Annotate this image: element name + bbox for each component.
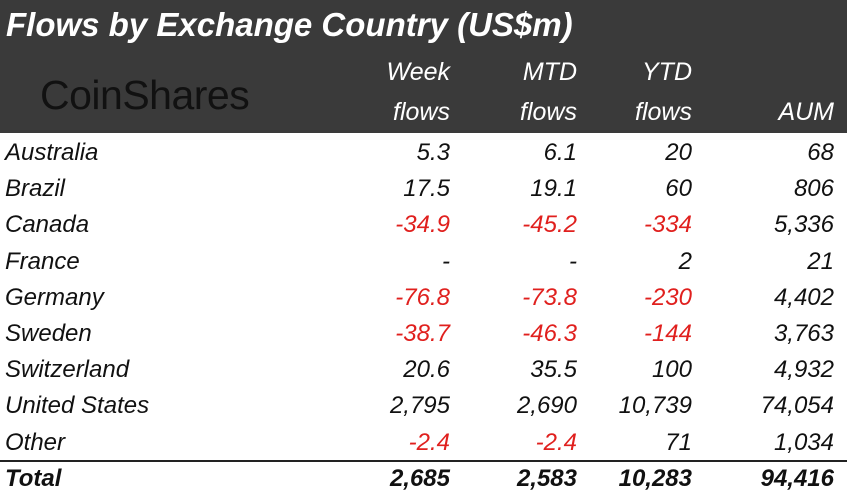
ytd-value: 100 [651, 356, 692, 384]
total-aum: 94,416 [760, 465, 834, 492]
table-row: Switzerland 20.6 35.5 100 4,932 [0, 352, 847, 388]
country-label: Germany [5, 283, 104, 311]
total-label: Total [5, 465, 62, 492]
week-value: - [442, 247, 450, 275]
ytd-value: 10,739 [618, 392, 692, 420]
total-week: 2,685 [389, 465, 450, 492]
table-row: United States 2,795 2,690 10,739 74,054 [0, 388, 847, 424]
aum-value: 74,054 [760, 392, 834, 420]
aum-value: 806 [793, 175, 834, 203]
total-ytd: 10,283 [618, 465, 692, 492]
ytd-value: 71 [665, 428, 692, 456]
table-row: Sweden -38.7 -46.3 -144 3,763 [0, 316, 847, 352]
table-row: Germany -76.8 -73.8 -230 4,402 [0, 280, 847, 316]
mtd-value: -45.2 [522, 211, 577, 239]
country-label: Canada [5, 211, 90, 239]
aum-value: 21 [807, 247, 834, 275]
aum-value: 1,034 [773, 428, 834, 456]
mtd-value: -73.8 [522, 283, 577, 311]
coinshares-logo: CoinShares [40, 72, 250, 118]
table-title: Flows by Exchange Country (US$m) [6, 6, 573, 43]
mtd-value: -2.4 [535, 428, 577, 456]
table-header: Flows by Exchange Country (US$m) CoinSha… [0, 0, 847, 133]
col-mtd-line1: MTD [522, 58, 577, 86]
col-ytd-line1: YTD [642, 58, 692, 86]
country-label: France [5, 247, 80, 275]
country-label: Australia [5, 139, 99, 166]
ytd-value: -144 [643, 320, 692, 347]
country-label: Other [5, 428, 66, 456]
total-row: Total 2,685 2,583 10,283 94,416 [0, 461, 847, 497]
mtd-value: 2,690 [516, 392, 577, 420]
mtd-value: - [569, 247, 577, 275]
country-label: Brazil [5, 175, 66, 203]
table-row: Brazil 17.5 19.1 60 806 [0, 171, 847, 207]
week-value: -34.9 [395, 211, 450, 239]
week-value: -38.7 [395, 320, 450, 347]
col-week-line1: Week [386, 58, 450, 86]
aum-value: 4,402 [773, 283, 834, 311]
table-row: France - - 2 21 [0, 244, 847, 280]
mtd-value: -46.3 [522, 320, 577, 347]
week-value: -2.4 [408, 428, 450, 456]
ytd-value: -230 [643, 283, 692, 311]
aum-value: 68 [807, 139, 834, 166]
table-row: Other -2.4 -2.4 71 1,034 [0, 425, 847, 461]
mtd-value: 19.1 [530, 175, 577, 203]
week-value: -76.8 [395, 283, 450, 311]
ytd-value: 20 [665, 139, 692, 166]
country-label: Switzerland [5, 356, 130, 384]
col-aum: AUM [778, 98, 834, 126]
week-value: 20.6 [403, 356, 450, 384]
country-label: Sweden [5, 320, 92, 347]
table-row: Canada -34.9 -45.2 -334 5,336 [0, 207, 847, 243]
col-mtd-line2: flows [520, 98, 577, 126]
aum-value: 5,336 [773, 211, 834, 239]
aum-value: 3,763 [773, 320, 834, 347]
col-week-line2: flows [393, 98, 450, 126]
table-row: Australia 5.3 6.1 20 68 [0, 135, 847, 171]
week-value: 2,795 [389, 392, 450, 420]
country-label: United States [5, 392, 150, 420]
col-ytd-line2: flows [635, 98, 692, 126]
mtd-value: 6.1 [543, 139, 577, 166]
aum-value: 4,932 [773, 356, 834, 384]
ytd-value: -334 [643, 211, 692, 239]
week-value: 17.5 [403, 175, 450, 203]
total-divider [0, 460, 847, 462]
week-value: 5.3 [416, 139, 450, 166]
mtd-value: 35.5 [530, 356, 577, 384]
ytd-value: 2 [678, 247, 692, 275]
total-mtd: 2,583 [516, 465, 577, 492]
ytd-value: 60 [665, 175, 692, 203]
